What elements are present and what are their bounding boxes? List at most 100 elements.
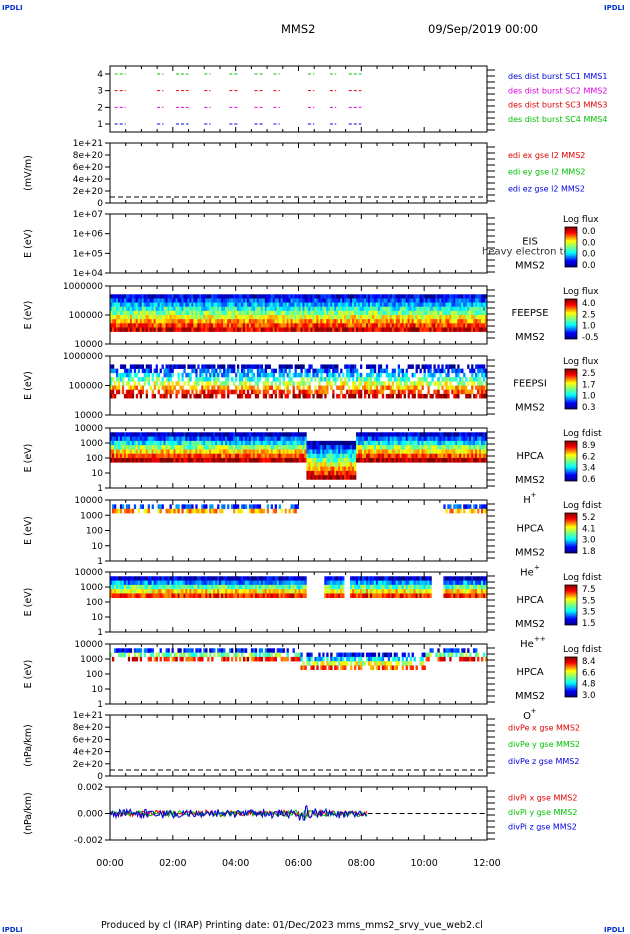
spectrogram-cell <box>338 315 341 320</box>
spectrogram-cell <box>125 306 129 312</box>
spectrogram-cell <box>419 377 422 382</box>
spectrogram-cell <box>266 364 270 369</box>
spectrogram-cell <box>246 364 250 369</box>
spectrogram-cell <box>286 310 289 316</box>
spectrogram-cell <box>423 294 426 299</box>
spectrogram-cell <box>471 453 474 459</box>
spectrogram-cell <box>189 323 192 328</box>
spectrogram-cell <box>173 327 176 332</box>
spectrogram-cell <box>360 364 363 369</box>
spectrogram-cell <box>455 310 458 316</box>
spectrogram-cell <box>471 294 474 299</box>
spectrogram-cell <box>199 319 202 324</box>
spectrogram-cell <box>129 298 133 303</box>
spectrogram-cell <box>258 377 262 382</box>
spectrogram-cell <box>322 310 325 316</box>
spectrogram-cell <box>322 302 325 308</box>
spectrogram-cell <box>155 576 158 581</box>
spectrogram-cell <box>264 302 268 308</box>
spectrogram-cell <box>352 445 355 450</box>
spectrogram-cell <box>183 453 186 459</box>
spectrogram-cell <box>328 466 331 472</box>
spectrogram-cell <box>272 436 275 442</box>
spectrogram-cell <box>201 385 204 391</box>
spectrogram-cell <box>189 372 192 378</box>
spectrogram-cell <box>365 323 369 328</box>
spectrogram-cell <box>439 327 442 332</box>
spectrogram-cell <box>145 393 148 399</box>
spectrogram-cell <box>443 432 446 437</box>
spectrogram-cell <box>125 389 129 395</box>
spectrogram-cell <box>399 449 402 455</box>
spectrogram-cell <box>250 458 254 463</box>
spectrogram-cell <box>159 368 162 374</box>
spectrogram-cell <box>397 323 400 328</box>
spectrogram-cell <box>336 377 339 382</box>
spectrogram-cell <box>407 298 410 303</box>
spectrogram-cell <box>471 385 474 391</box>
spectrogram-cell <box>248 458 252 463</box>
spectrogram-cell <box>455 372 458 378</box>
spectrogram-cell <box>229 315 232 320</box>
spectrogram-cell <box>187 508 190 514</box>
spectrogram-cell <box>139 319 143 324</box>
spectrogram-cell <box>304 389 307 395</box>
spectrogram-cell <box>477 310 480 316</box>
spectrogram-cell <box>280 327 283 332</box>
spectrogram-cell <box>346 445 349 450</box>
spectrogram-cell <box>358 389 361 395</box>
spectrogram-cell <box>393 323 397 328</box>
spectrogram-cell <box>131 576 135 581</box>
spectrogram-cell <box>385 315 389 320</box>
spectrogram-cell <box>350 323 353 328</box>
spectrogram-cell <box>123 589 127 594</box>
spectrogram-cell <box>133 302 137 308</box>
spectrogram-cell <box>175 453 178 459</box>
spectrogram-cell <box>131 389 135 395</box>
spectrogram-cell <box>348 315 351 320</box>
spectrogram-cell <box>344 310 347 316</box>
spectrogram-cell <box>395 327 399 332</box>
spectrogram-cell <box>129 580 133 586</box>
spectrogram-cell <box>328 323 331 328</box>
spectrogram-cell <box>469 449 472 455</box>
spectrogram-cell <box>238 302 242 308</box>
spectrogram-cell <box>304 298 307 303</box>
spectrogram-cell <box>429 445 432 450</box>
spectrogram-cell <box>264 319 268 324</box>
spectrogram-cell <box>397 389 400 395</box>
spectrogram-cell <box>121 504 125 510</box>
spectrogram-cell <box>201 377 204 382</box>
spectrogram-cell <box>199 323 202 328</box>
spectrogram-cell <box>320 327 323 332</box>
spectrogram-cell <box>266 389 270 395</box>
spectrogram-cell <box>274 389 277 395</box>
spectrogram-cell <box>336 315 339 320</box>
spectrogram-cell <box>449 453 452 459</box>
colorbar-tick-label: 3.4 <box>582 464 596 474</box>
spectrogram-cell <box>449 310 452 316</box>
spectrogram-cell <box>288 372 291 378</box>
spectrogram-cell <box>111 589 115 594</box>
spectrogram-cell <box>151 302 154 308</box>
spectrogram-cell <box>125 327 129 332</box>
spectrogram-cell <box>135 393 139 399</box>
spectrogram-cell <box>421 385 424 391</box>
spectrogram-cell <box>334 294 337 299</box>
spectrogram-cell <box>167 440 170 446</box>
spectrogram-cell <box>195 389 198 395</box>
spectrogram-cell <box>213 458 216 463</box>
spectrogram-cell <box>161 327 164 332</box>
spectrogram-cell <box>381 323 385 328</box>
spectrogram-cell <box>207 453 210 459</box>
spectrogram-cell <box>471 323 474 328</box>
spectrogram-cell <box>409 323 412 328</box>
spectrogram-cell <box>292 327 295 332</box>
spectrogram-cell <box>231 306 234 312</box>
spectrogram-cell <box>211 323 214 328</box>
spectrogram-cell <box>139 589 143 594</box>
spectrogram-cell <box>365 381 369 386</box>
spectrogram-cell <box>183 323 186 328</box>
spectrogram-cell <box>119 372 123 378</box>
